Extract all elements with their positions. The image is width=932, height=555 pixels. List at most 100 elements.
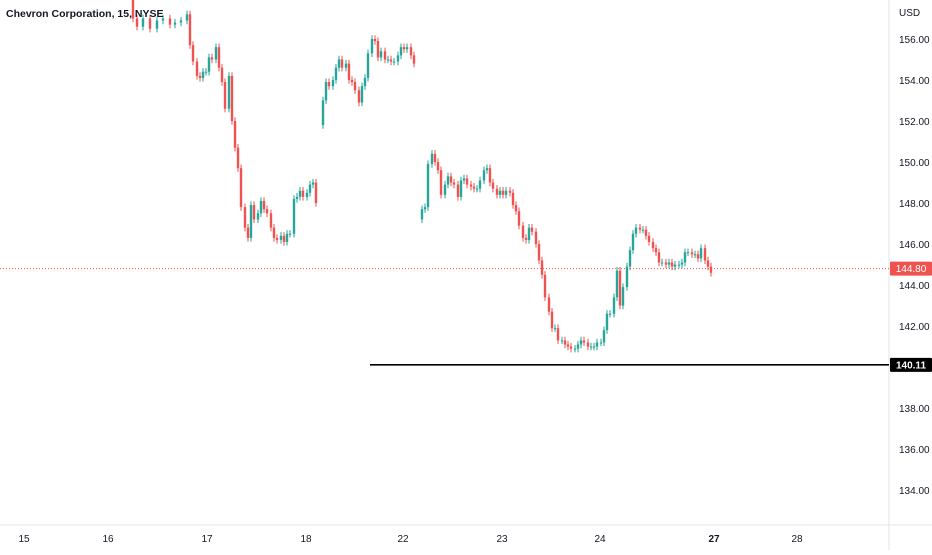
x-tick-label: 18	[300, 534, 312, 545]
candle-body	[472, 186, 476, 189]
candles-group	[131, 0, 713, 353]
candle-body	[589, 346, 593, 348]
candle-body	[618, 270, 622, 306]
candle-body	[433, 153, 437, 163]
candle-body	[420, 209, 424, 220]
candle-body	[262, 200, 266, 210]
candle-body	[288, 233, 292, 235]
candle-body	[305, 192, 309, 197]
candle-body	[576, 344, 580, 349]
candle-body	[449, 176, 453, 183]
candle-body	[673, 264, 677, 267]
candle-body	[443, 184, 447, 195]
candle-body	[135, 18, 139, 27]
candle-body	[249, 205, 253, 238]
candle-body	[521, 225, 525, 238]
candle-body	[621, 287, 625, 306]
candle-body	[195, 61, 199, 76]
candle-body	[301, 190, 305, 197]
candle-body	[644, 229, 648, 236]
candle-body	[243, 207, 247, 228]
candle-body	[553, 328, 557, 330]
candle-body	[631, 233, 635, 251]
candle-body	[612, 297, 616, 314]
candle-body	[386, 59, 390, 61]
candle-body	[495, 188, 499, 195]
candle-body	[236, 147, 240, 169]
candle-body	[482, 170, 486, 181]
candle-body	[210, 57, 214, 60]
candle-body	[227, 75, 231, 109]
candle-body	[373, 38, 377, 42]
candle-body	[402, 47, 406, 50]
candle-body	[573, 348, 577, 350]
candle-body	[628, 250, 632, 267]
candle-body	[699, 248, 703, 259]
candle-body	[148, 18, 152, 29]
candle-body	[131, 0, 135, 19]
candle-body	[379, 51, 383, 58]
candle-body	[239, 168, 243, 208]
candle-body	[556, 328, 560, 341]
candle-body	[517, 211, 521, 226]
candle-body	[456, 184, 460, 197]
candle-body	[478, 180, 482, 189]
candle-body	[543, 274, 547, 298]
candle-body	[498, 190, 502, 195]
candle-body	[340, 59, 344, 68]
candle-body	[569, 346, 573, 349]
candle-body	[426, 164, 430, 208]
y-tick-label: 134.00	[899, 486, 930, 497]
candle-body	[168, 18, 172, 25]
candle-body	[360, 86, 364, 103]
current-price-label: 144.80	[896, 264, 927, 275]
candle-body	[223, 82, 227, 109]
candle-body	[246, 227, 250, 238]
candle-body	[595, 342, 599, 347]
candle-body	[605, 313, 609, 331]
candle-body	[579, 340, 583, 345]
candle-body	[321, 100, 325, 126]
x-tick-label: 24	[594, 534, 606, 545]
candle-body	[667, 262, 671, 265]
candle-body	[353, 82, 357, 91]
candle-body	[214, 47, 218, 60]
candle-body	[198, 75, 202, 78]
candle-body	[501, 190, 505, 195]
candle-body	[550, 311, 554, 329]
candle-body	[625, 266, 629, 288]
x-tick-label: 27	[708, 534, 720, 545]
candle-body	[327, 82, 331, 87]
candle-body	[563, 340, 567, 345]
candle-body	[452, 182, 456, 185]
candle-body	[409, 47, 413, 56]
candle-body	[337, 59, 341, 68]
y-tick-label: 150.00	[899, 158, 930, 169]
candle-body	[331, 79, 335, 87]
candle-body	[615, 270, 619, 298]
candle-body	[462, 178, 466, 181]
y-tick-label: 152.00	[899, 117, 930, 128]
candle-body	[485, 168, 489, 171]
current-price-badge	[890, 261, 932, 276]
candle-body	[657, 252, 661, 263]
candle-body	[651, 241, 655, 249]
candle-body	[527, 227, 531, 240]
candle-body	[272, 227, 276, 238]
candle-body	[265, 209, 269, 214]
y-tick-label: 136.00	[899, 445, 930, 456]
candle-body	[664, 262, 668, 265]
candle-body	[491, 182, 495, 189]
candle-body	[357, 90, 361, 103]
candle-body	[693, 254, 697, 256]
time-axis-ticks: 15 16 17 18 22 23 24 27 28	[18, 534, 803, 545]
candle-body	[298, 190, 302, 197]
candle-body	[703, 248, 707, 261]
candle-body	[654, 248, 658, 253]
candle-body	[634, 227, 638, 234]
candle-body	[488, 168, 492, 183]
candle-body	[285, 233, 289, 242]
candle-body	[383, 51, 387, 60]
